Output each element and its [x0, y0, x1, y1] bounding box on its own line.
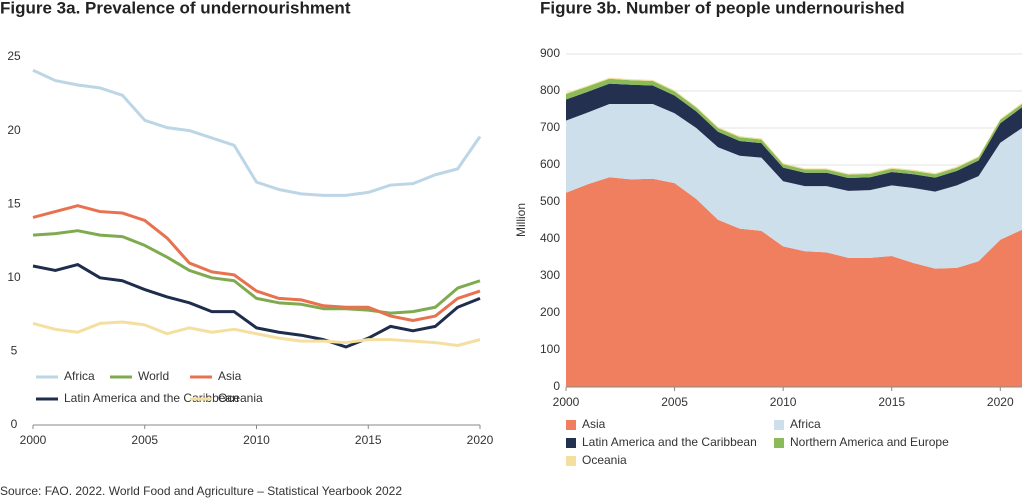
y-tick-label: 900	[540, 46, 560, 60]
y-tick-label: 800	[540, 83, 560, 97]
line	[32, 229, 481, 315]
x-tick-label: 2010	[243, 433, 270, 447]
x-tick-label: 2020	[987, 395, 1014, 409]
y-tick-label: 500	[540, 194, 560, 208]
y-tick-label: 10	[7, 270, 21, 284]
line	[32, 320, 481, 348]
line	[32, 204, 481, 322]
legend-label: Latin America and the Caribbean	[582, 435, 757, 449]
legend-swatch	[566, 456, 576, 466]
y-tick-label: 300	[540, 268, 560, 282]
legend-swatch	[774, 420, 784, 430]
line	[32, 68, 482, 197]
legend-label: Oceania	[218, 391, 263, 405]
y-tick-label: 5	[11, 344, 18, 358]
y-tick-label: 200	[540, 305, 560, 319]
y-tick-label: 25	[7, 49, 21, 63]
source-note: Source: FAO. 2022. World Food and Agricu…	[0, 484, 402, 498]
x-tick-label: 2010	[770, 395, 797, 409]
legend-label: Africa	[790, 417, 821, 431]
legend-label: Africa	[64, 369, 95, 383]
x-tick-label: 2020	[467, 433, 494, 447]
legend-swatch	[566, 420, 576, 430]
y-tick-label: 600	[540, 157, 560, 171]
x-tick-label: 2000	[553, 395, 580, 409]
y-tick-label: 700	[540, 120, 560, 134]
legend-label: Northern America and Europe	[790, 435, 949, 449]
area	[566, 103, 1022, 269]
chart-title: Figure 3b. Number of people undernourish…	[540, 0, 905, 17]
y-tick-label: 0	[553, 379, 560, 393]
legend-label: Oceania	[582, 453, 627, 467]
x-tick-label: 2000	[20, 433, 47, 447]
x-tick-label: 2005	[661, 395, 688, 409]
legend-label: Latin America and the Caribbean	[64, 391, 239, 405]
x-tick-label: 2015	[878, 395, 905, 409]
area	[566, 177, 1022, 387]
y-tick-label: 400	[540, 231, 560, 245]
y-tick-label: 15	[7, 196, 21, 210]
line	[32, 263, 481, 349]
y-axis-label: Million	[514, 203, 528, 237]
legend-swatch	[774, 438, 784, 448]
y-tick-label: 20	[7, 123, 21, 137]
legend-label: Asia	[218, 369, 242, 383]
legend-swatch	[566, 438, 576, 448]
area	[566, 83, 1022, 192]
legend-label: World	[138, 369, 169, 383]
x-tick-label: 2005	[131, 433, 158, 447]
y-tick-label: 0	[11, 417, 18, 431]
y-tick-label: 100	[540, 342, 560, 356]
x-tick-label: 2015	[355, 433, 382, 447]
legend-label: Asia	[582, 417, 606, 431]
chart-title: Figure 3a. Prevalence of undernourishmen…	[0, 0, 351, 17]
